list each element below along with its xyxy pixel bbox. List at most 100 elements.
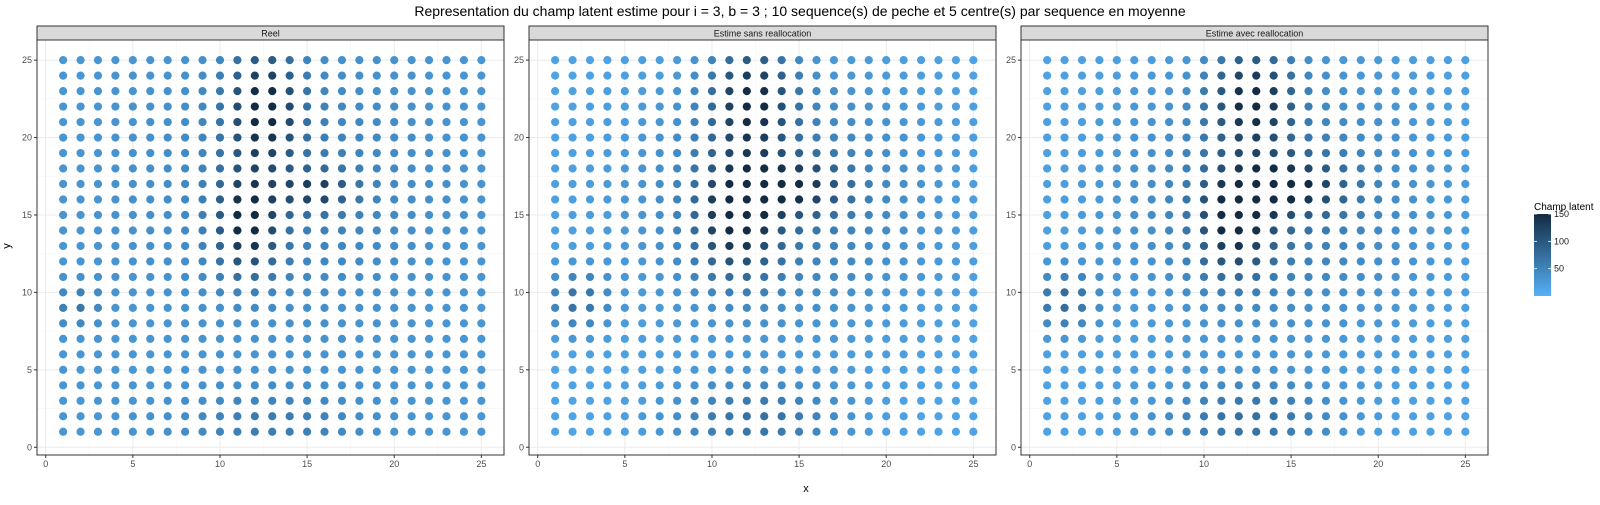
data-point — [1321, 102, 1331, 111]
data-point — [1286, 164, 1296, 173]
data-point — [1165, 133, 1174, 142]
data-point — [320, 148, 329, 158]
data-point — [603, 226, 612, 235]
data-point — [215, 365, 225, 374]
data-point — [1112, 319, 1121, 328]
data-point — [882, 210, 891, 220]
data-point — [1286, 195, 1296, 204]
data-point — [690, 381, 699, 390]
data-point — [882, 319, 891, 328]
data-point — [215, 381, 225, 390]
data-point — [93, 334, 103, 343]
data-point — [1199, 303, 1209, 312]
data-point — [250, 210, 259, 220]
data-point — [372, 365, 381, 374]
data-point — [1461, 427, 1470, 436]
data-point — [760, 412, 769, 421]
data-point — [1304, 350, 1313, 359]
data-point — [638, 56, 647, 65]
data-point — [829, 350, 839, 359]
data-point — [742, 148, 751, 158]
data-point — [1269, 257, 1278, 266]
data-point — [760, 71, 769, 80]
data-point — [285, 195, 294, 204]
data-point — [1426, 164, 1435, 173]
data-point — [268, 365, 277, 374]
data-point — [355, 117, 364, 127]
legend-break-label: 150 — [1554, 209, 1569, 219]
data-point — [1147, 272, 1156, 282]
data-point — [407, 427, 416, 436]
data-point — [337, 272, 347, 282]
data-point — [1060, 365, 1069, 374]
data-point — [934, 87, 943, 96]
data-point — [76, 241, 85, 251]
data-point — [934, 427, 943, 436]
data-point — [1147, 56, 1156, 65]
data-point — [1112, 133, 1121, 142]
data-point — [1043, 365, 1052, 374]
data-point — [111, 179, 120, 189]
data-point — [916, 195, 926, 204]
data-point — [1165, 164, 1174, 173]
data-point — [1408, 288, 1418, 297]
data-point — [864, 412, 873, 421]
data-point — [1304, 396, 1313, 405]
data-point — [146, 381, 155, 390]
data-point — [76, 71, 85, 80]
data-point — [250, 117, 259, 127]
data-point — [655, 117, 664, 127]
data-point — [568, 381, 577, 390]
data-point — [969, 272, 978, 282]
data-point — [794, 303, 804, 312]
data-point — [1199, 195, 1209, 204]
data-point — [951, 427, 961, 436]
data-point — [1165, 56, 1174, 65]
data-point — [620, 334, 629, 343]
data-point — [59, 303, 68, 312]
data-point — [1234, 195, 1243, 204]
data-point — [1461, 164, 1470, 173]
data-point — [1321, 319, 1331, 328]
data-point — [59, 272, 68, 282]
data-point — [424, 87, 434, 96]
data-point — [1217, 257, 1226, 266]
data-point — [969, 319, 978, 328]
data-point — [198, 210, 207, 220]
data-point — [1147, 396, 1156, 405]
data-point — [372, 195, 381, 204]
data-point — [1060, 257, 1069, 266]
data-point — [690, 365, 699, 374]
data-point — [1304, 179, 1313, 189]
data-point — [1234, 396, 1243, 405]
data-point — [215, 87, 225, 96]
data-point — [707, 87, 717, 96]
data-point — [320, 226, 329, 235]
data-point — [302, 241, 312, 251]
data-point — [969, 396, 978, 405]
data-point — [59, 133, 68, 142]
data-point — [1060, 303, 1069, 312]
data-point — [111, 350, 120, 359]
data-point — [1304, 226, 1313, 235]
data-point — [1304, 365, 1313, 374]
data-point — [847, 396, 856, 405]
data-point — [1374, 117, 1383, 127]
data-point — [1356, 412, 1365, 421]
data-point — [1286, 56, 1296, 65]
data-point — [760, 319, 769, 328]
data-point — [1112, 164, 1121, 173]
data-point — [146, 288, 155, 297]
data-point — [620, 195, 629, 204]
data-point — [128, 412, 137, 421]
data-point — [585, 334, 595, 343]
data-point — [620, 396, 629, 405]
data-point — [111, 210, 120, 220]
data-point — [390, 102, 399, 111]
data-point — [424, 396, 434, 405]
data-point — [198, 226, 207, 235]
data-point — [1165, 195, 1174, 204]
data-point — [1426, 381, 1435, 390]
data-point — [1217, 179, 1226, 189]
